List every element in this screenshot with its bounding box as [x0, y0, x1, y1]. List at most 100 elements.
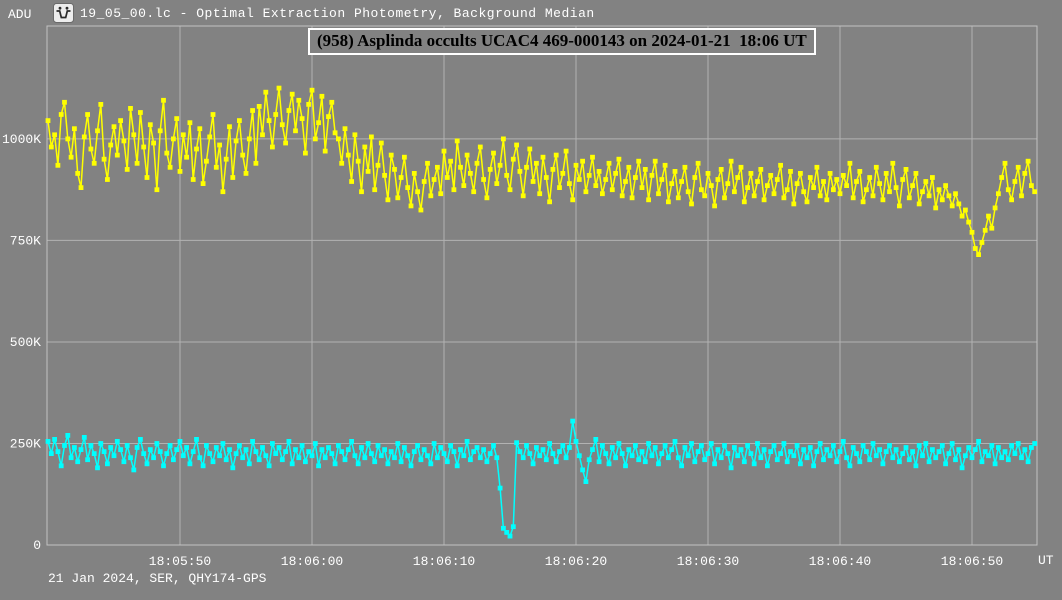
data-point-marker: [656, 191, 661, 197]
data-point-marker: [283, 140, 288, 146]
data-point-marker: [550, 167, 556, 172]
data-point-marker: [570, 197, 576, 203]
data-point-marker: [157, 449, 163, 454]
data-point-marker: [534, 160, 539, 166]
data-point-marker: [801, 447, 807, 452]
data-point-marker: [243, 171, 249, 176]
data-point-marker: [514, 142, 519, 148]
data-point-marker: [111, 124, 117, 130]
data-point-marker: [755, 441, 760, 446]
data-point-marker: [91, 160, 97, 166]
data-point-marker: [837, 191, 843, 197]
data-point-marker: [768, 173, 774, 178]
data-point-marker: [322, 148, 328, 154]
data-point-marker: [154, 441, 160, 446]
data-point-marker: [454, 463, 460, 469]
data-point-marker: [85, 112, 90, 117]
data-point-marker: [441, 451, 447, 456]
data-point-marker: [603, 451, 609, 456]
y-tick-label: 0: [33, 538, 41, 553]
data-point-marker: [177, 439, 183, 444]
data-point-marker: [411, 449, 417, 454]
data-point-marker: [352, 132, 358, 138]
data-point-marker: [817, 193, 823, 199]
plot-border: [46, 25, 1038, 546]
data-point-marker: [141, 451, 147, 456]
data-point-marker: [619, 193, 625, 199]
data-point-marker: [1022, 447, 1028, 452]
data-point-marker: [1015, 164, 1021, 170]
data-point-marker: [745, 185, 750, 190]
data-point-marker: [771, 443, 777, 448]
data-point-marker: [662, 162, 668, 168]
data-point-marker: [864, 449, 869, 454]
data-point-marker: [831, 187, 836, 193]
data-point-marker: [626, 447, 632, 452]
data-point-marker: [642, 167, 648, 172]
data-point-marker: [405, 185, 411, 190]
data-point-marker: [903, 167, 909, 172]
data-point-marker: [151, 455, 156, 461]
data-point-marker: [329, 451, 335, 456]
data-point-marker: [184, 445, 189, 450]
data-point-marker: [930, 447, 935, 452]
data-point-marker: [788, 169, 793, 174]
data-point-marker: [111, 453, 117, 459]
data-point-marker: [312, 136, 318, 142]
data-point-marker: [652, 445, 658, 450]
data-point-marker: [860, 443, 866, 448]
data-point-marker: [174, 447, 180, 452]
data-point-marker: [910, 449, 915, 454]
data-point-marker: [392, 167, 397, 172]
data-point-marker: [385, 197, 391, 203]
data-point-marker: [517, 449, 523, 454]
data-point-marker: [893, 185, 899, 190]
y-axis-unit-label: ADU: [8, 7, 32, 22]
data-point-marker: [873, 164, 879, 170]
data-point-marker: [477, 455, 483, 461]
data-point-marker: [441, 148, 447, 154]
data-point-marker: [920, 189, 925, 195]
data-point-marker: [857, 169, 863, 174]
data-point-marker: [725, 451, 731, 456]
data-point-marker: [303, 459, 308, 465]
data-point-marker: [194, 437, 199, 442]
data-point-marker: [639, 185, 645, 190]
data-point-marker: [903, 445, 909, 450]
data-point-marker: [177, 169, 183, 174]
data-point-marker: [553, 459, 559, 465]
data-point-marker: [705, 171, 711, 176]
data-point-marker: [798, 171, 803, 176]
data-point-marker: [293, 447, 298, 452]
data-point-marker: [458, 447, 463, 452]
data-point-marker: [62, 443, 67, 448]
data-point-marker: [425, 160, 430, 166]
data-point-marker: [939, 197, 945, 203]
data-point-marker: [590, 447, 595, 452]
data-point-marker: [732, 189, 737, 195]
data-point-marker: [398, 459, 404, 465]
data-point-marker: [870, 441, 876, 446]
data-point-marker: [778, 451, 783, 456]
data-point-marker: [600, 191, 605, 197]
data-point-marker: [649, 453, 655, 459]
data-point-marker: [164, 451, 170, 456]
data-point-marker: [659, 451, 665, 456]
data-point-marker: [187, 120, 193, 126]
data-point-marker: [715, 447, 721, 452]
data-point-marker: [316, 120, 321, 126]
data-point-marker: [897, 203, 902, 209]
data-point-marker: [672, 439, 678, 444]
data-point-marker: [771, 191, 777, 197]
data-point-marker: [543, 457, 549, 463]
data-point-marker: [187, 461, 193, 467]
data-point-marker: [134, 160, 140, 166]
data-point-marker: [289, 461, 295, 467]
data-point-marker: [55, 162, 61, 168]
data-point-marker: [946, 451, 952, 456]
data-point-marker: [415, 189, 420, 195]
data-point-marker: [349, 179, 354, 184]
data-point-marker: [95, 465, 100, 471]
data-point-marker: [438, 445, 444, 450]
